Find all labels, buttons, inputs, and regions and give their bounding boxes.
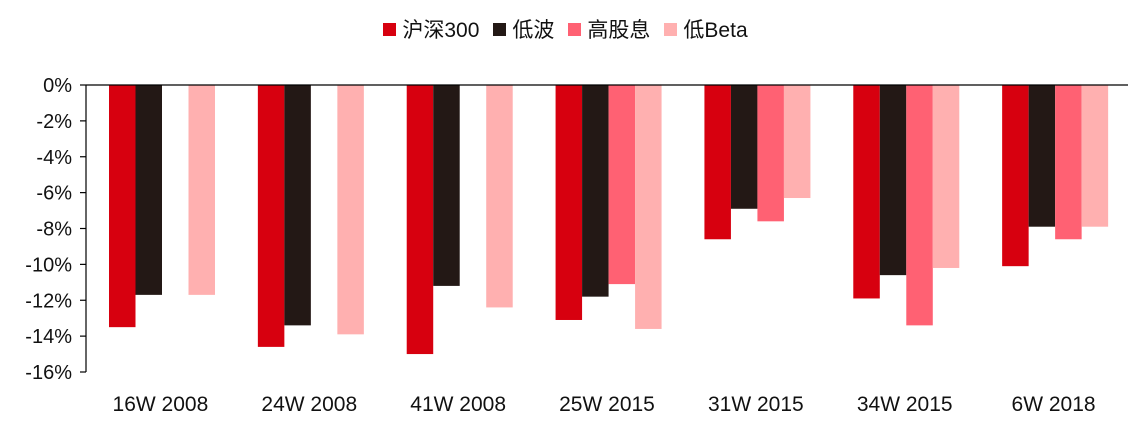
y-tick-label: -10% bbox=[25, 254, 72, 276]
bar-1-6 bbox=[853, 85, 880, 299]
bar-1-3 bbox=[406, 85, 434, 355]
bar-1-5 bbox=[704, 85, 731, 240]
x-tick-label: 25W 2015 bbox=[559, 393, 655, 416]
bar-4-1 bbox=[188, 85, 215, 295]
bar-3-7 bbox=[1055, 85, 1082, 240]
y-tick-label: -8% bbox=[36, 219, 72, 241]
legend-swatch bbox=[568, 22, 582, 36]
bar-1-1 bbox=[109, 85, 136, 328]
bar-4-6 bbox=[932, 85, 960, 268]
legend-item-3: 高股息 bbox=[568, 14, 650, 44]
bar-4-5 bbox=[783, 85, 811, 199]
y-tick-label: -16% bbox=[25, 362, 72, 384]
bar-4-4 bbox=[635, 85, 662, 329]
legend: 沪深300 低波 高股息 低Beta bbox=[0, 14, 1131, 44]
x-tick-label: 41W 2008 bbox=[410, 393, 506, 416]
bar-2-2 bbox=[284, 85, 311, 326]
legend-item-4: 低Beta bbox=[664, 14, 748, 44]
bar-2-6 bbox=[879, 85, 907, 276]
bar-2-4 bbox=[582, 85, 609, 297]
y-tick-label: -2% bbox=[36, 111, 72, 133]
bar-1-2 bbox=[257, 85, 285, 347]
legend-swatch bbox=[664, 22, 678, 36]
legend-item-1: 沪深300 bbox=[383, 14, 479, 44]
legend-label: 低波 bbox=[512, 19, 555, 42]
bar-3-5 bbox=[757, 85, 784, 222]
x-tick-label: 16W 2008 bbox=[113, 393, 209, 416]
legend-item-2: 低波 bbox=[493, 14, 554, 44]
bar-4-2 bbox=[337, 85, 364, 335]
legend-swatch bbox=[383, 22, 397, 36]
bar-4-3 bbox=[486, 85, 513, 308]
legend-label: 低Beta bbox=[683, 19, 748, 42]
legend-label: 沪深300 bbox=[402, 19, 480, 42]
bar-1-7 bbox=[1002, 85, 1029, 267]
bar-4-7 bbox=[1081, 85, 1109, 227]
bar-3-4 bbox=[608, 85, 636, 285]
bar-3-6 bbox=[906, 85, 933, 326]
bar-2-7 bbox=[1028, 85, 1056, 227]
y-tick-label: -12% bbox=[25, 290, 72, 312]
bar-2-1 bbox=[135, 85, 162, 295]
x-tick-label: 24W 2008 bbox=[261, 393, 357, 416]
y-tick-label: -14% bbox=[25, 326, 72, 348]
legend-swatch bbox=[493, 22, 507, 36]
x-tick-label: 31W 2015 bbox=[708, 393, 804, 416]
x-tick-label: 6W 2018 bbox=[1012, 393, 1096, 416]
y-tick-label: -6% bbox=[36, 183, 72, 205]
y-tick-label: -4% bbox=[36, 147, 72, 169]
x-tick-label: 34W 2015 bbox=[857, 393, 953, 416]
bar-2-3 bbox=[433, 85, 460, 286]
legend-label: 高股息 bbox=[587, 19, 651, 42]
y-tick-label: 0% bbox=[43, 75, 72, 97]
bar-1-4 bbox=[555, 85, 583, 320]
bar-2-5 bbox=[730, 85, 758, 209]
